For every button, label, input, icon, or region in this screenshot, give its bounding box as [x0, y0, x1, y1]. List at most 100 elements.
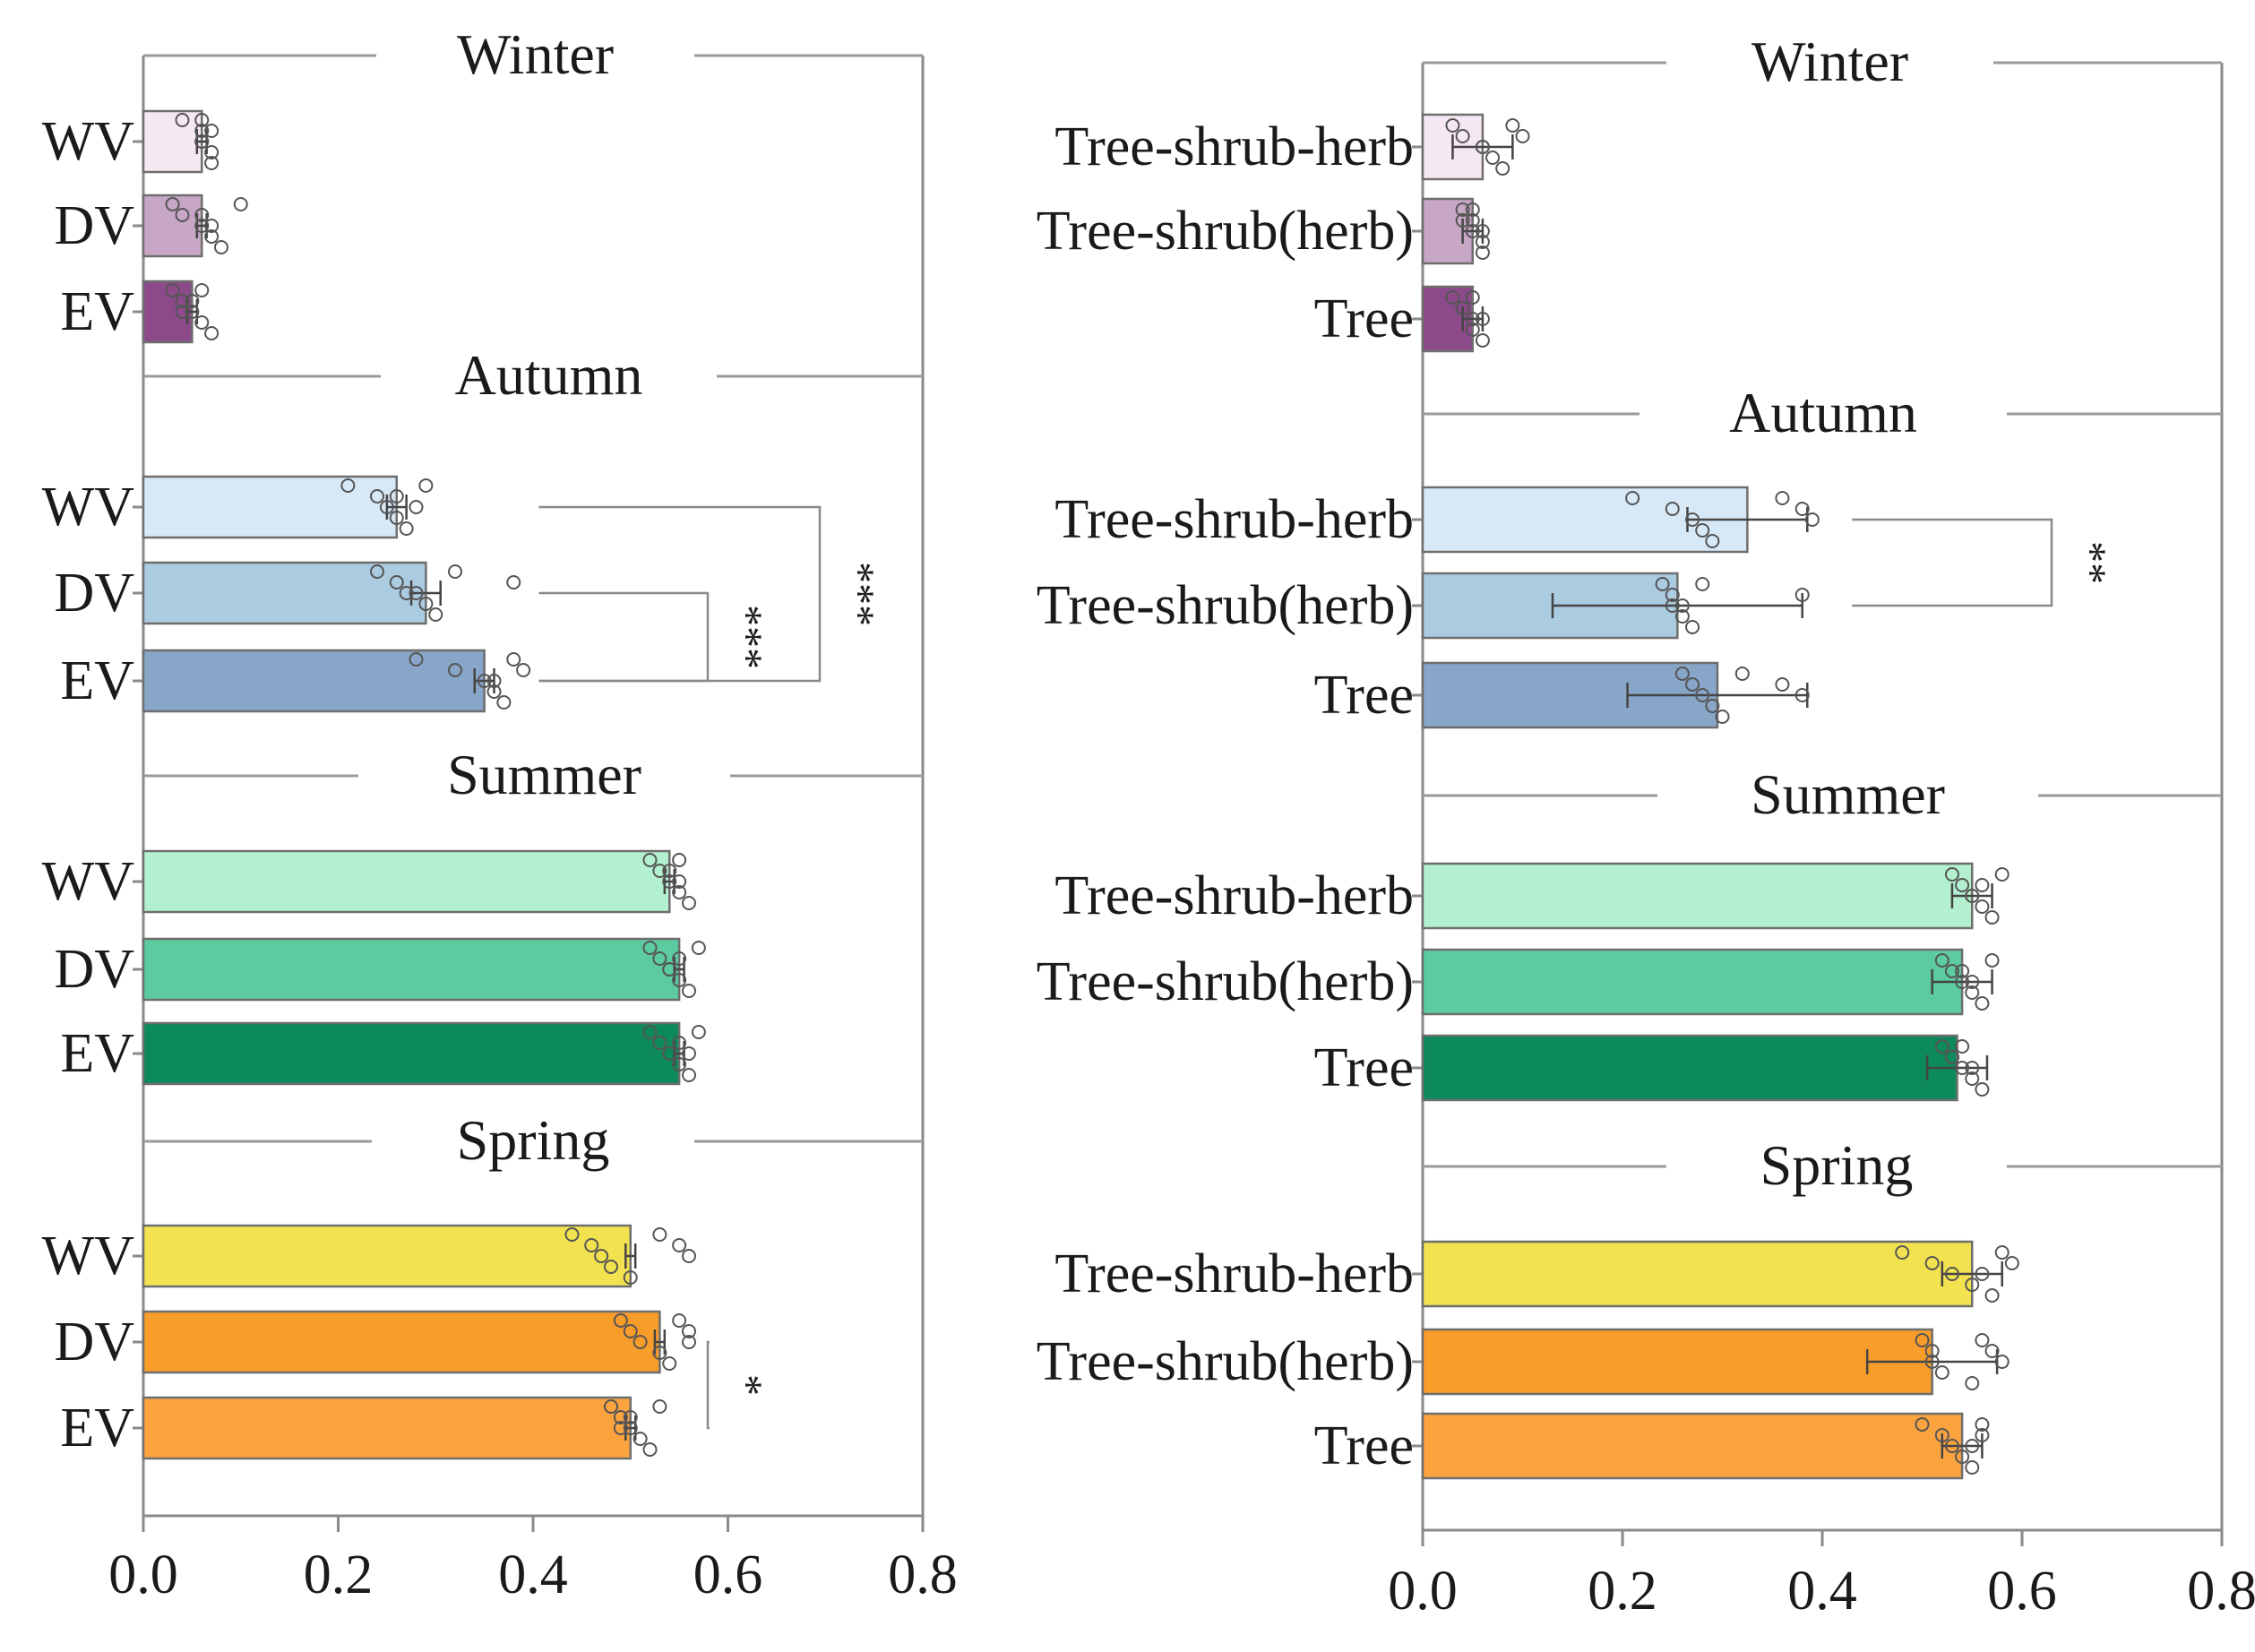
data-point — [1965, 1061, 1980, 1075]
data-point — [204, 229, 219, 244]
data-point — [672, 951, 687, 966]
data-point — [1674, 667, 1690, 681]
data-point — [1965, 1460, 1980, 1475]
category-label: Tree-shrub(herb) — [1037, 201, 1414, 262]
category-label: Tree-shrub(herb) — [1037, 1331, 1414, 1392]
bar — [1421, 1328, 1933, 1396]
data-point — [1934, 1365, 1949, 1380]
data-point — [1455, 301, 1470, 315]
data-point — [1665, 598, 1680, 613]
data-point — [389, 489, 404, 503]
data-point — [613, 1421, 628, 1435]
data-point — [1924, 1256, 1940, 1270]
bar — [142, 109, 203, 174]
data-point — [682, 896, 696, 910]
data-point — [1475, 312, 1490, 326]
x-tick-label: 0.4 — [1787, 1561, 1857, 1622]
data-point — [185, 305, 200, 319]
data-point — [1975, 1417, 1990, 1432]
data-point — [1994, 867, 2010, 882]
data-point — [652, 1036, 667, 1050]
x-tick-label: 0.2 — [304, 1544, 374, 1605]
data-point — [486, 684, 502, 699]
data-point — [604, 1260, 618, 1274]
data-point — [682, 1324, 696, 1338]
data-point — [1924, 1344, 1940, 1358]
data-point — [1475, 140, 1490, 154]
data-point — [1975, 1428, 1990, 1442]
data-point — [564, 1227, 580, 1242]
data-point — [672, 1238, 687, 1252]
data-point — [175, 305, 190, 319]
data-point — [1695, 688, 1710, 702]
bar — [142, 649, 486, 713]
data-point — [623, 1410, 638, 1424]
left-chart-panel: 0.0 0.2 0.4 0.6 0.8 Winter WV DV EV Autumn WV DV EV *… — [42, 22, 958, 1605]
data-point — [1445, 118, 1460, 133]
data-point — [1944, 964, 1959, 978]
x-tick-label: 0.2 — [1588, 1561, 1657, 1622]
bar — [1421, 862, 1974, 930]
data-point — [399, 586, 414, 600]
data-point — [1924, 1355, 1940, 1369]
category-label: WV — [42, 477, 135, 538]
data-point — [1795, 588, 1810, 602]
bar — [142, 194, 203, 258]
significance-label: * — [723, 1374, 770, 1396]
category-label: WV — [42, 851, 135, 912]
data-point — [662, 874, 677, 889]
x-tick-label: 0.8 — [888, 1544, 958, 1605]
data-point — [1775, 677, 1790, 692]
data-point — [194, 283, 210, 297]
bar — [142, 1021, 681, 1086]
category-label: DV — [54, 939, 134, 1000]
data-point — [1475, 333, 1490, 348]
data-point — [409, 586, 424, 600]
data-point — [516, 663, 531, 677]
data-point — [613, 1313, 628, 1328]
data-point — [662, 1356, 677, 1371]
data-point — [682, 1046, 696, 1061]
data-point — [1975, 1267, 1990, 1281]
bar — [1421, 948, 1964, 1016]
data-point — [642, 853, 658, 867]
category-label: DV — [54, 1312, 134, 1372]
data-point — [1955, 878, 1970, 892]
data-point — [672, 853, 687, 867]
data-point — [399, 521, 414, 536]
data-point — [1984, 953, 2000, 968]
season-title: Autumn — [455, 343, 643, 407]
data-point — [2004, 1256, 2019, 1270]
data-point — [662, 962, 677, 977]
data-point — [204, 156, 219, 170]
data-point — [633, 1432, 648, 1446]
data-point — [340, 478, 356, 493]
category-label: Tree-shrub-herb — [1054, 116, 1414, 177]
data-point — [642, 1025, 658, 1039]
data-point — [1934, 1039, 1949, 1054]
data-point — [662, 864, 677, 878]
data-point — [1965, 1439, 1980, 1453]
data-point — [1975, 878, 1990, 892]
data-point — [175, 113, 190, 127]
data-point — [1505, 118, 1520, 133]
bar — [142, 1310, 661, 1374]
data-point — [1455, 213, 1470, 228]
data-point — [1944, 1439, 1959, 1453]
data-point — [1934, 953, 1949, 968]
category-label: Tree — [1314, 665, 1414, 726]
data-point — [1955, 1061, 1970, 1075]
data-point — [652, 951, 667, 966]
data-point — [204, 326, 219, 340]
data-point — [379, 500, 394, 514]
data-point — [1915, 1333, 1930, 1347]
data-point — [1795, 688, 1810, 702]
data-point — [409, 500, 424, 514]
data-point — [214, 240, 228, 254]
data-point — [1915, 1417, 1930, 1432]
category-label: Tree-shrub-herb — [1054, 1243, 1414, 1304]
category-label: DV — [54, 563, 134, 624]
data-point — [1984, 910, 2000, 925]
category-label: EV — [60, 1023, 134, 1084]
data-point — [682, 1335, 696, 1349]
